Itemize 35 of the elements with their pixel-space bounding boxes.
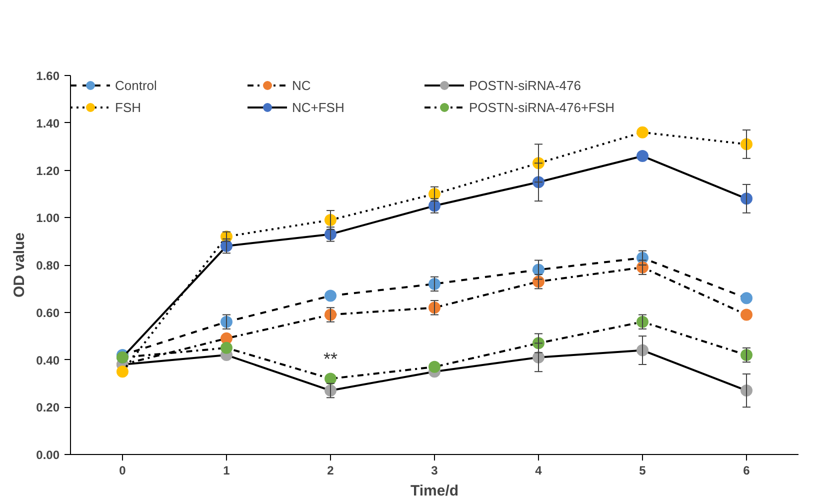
legend-label: POSTN-siRNA-476 (469, 78, 582, 92)
y-tick-label: 0.80 (36, 258, 60, 272)
point (116, 366, 128, 378)
y-tick-label: 0.00 (36, 448, 60, 462)
x-tick-label: 6 (743, 464, 750, 478)
x-tick-label: 5 (639, 464, 646, 478)
point (428, 360, 440, 373)
point (636, 150, 648, 162)
point (740, 308, 752, 321)
legend-label: Control (115, 78, 158, 92)
point (324, 372, 336, 385)
y-tick-label: 0.60 (36, 306, 60, 320)
point (324, 290, 336, 302)
y-tick-label: 0.40 (36, 353, 60, 368)
x-axis-title: Time/d (410, 482, 459, 500)
legend-label: NC (292, 78, 312, 92)
legend-label: FSH (115, 100, 142, 114)
x-tick-label: 2 (327, 464, 334, 478)
point (636, 126, 648, 138)
point (220, 342, 232, 354)
x-tick-label: 4 (535, 464, 542, 478)
y-tick-label: 1.40 (36, 116, 60, 130)
annotation: ** (323, 349, 338, 370)
y-tick-label: 0.20 (36, 400, 60, 415)
x-tick-label: 3 (431, 464, 438, 478)
y-tick-label: 1.20 (36, 164, 60, 178)
point (220, 332, 232, 344)
x-tick-label: 0 (119, 464, 126, 478)
point (740, 292, 752, 304)
x-tick-label: 1 (223, 464, 230, 478)
y-tick-label: 1.00 (36, 211, 60, 226)
legend-label: POSTN-siRNA-476+FSH (469, 100, 615, 114)
legend-label: NC+FSH (292, 100, 346, 114)
y-axis-title: OD value (11, 232, 28, 298)
y-tick-label: 1.60 (36, 69, 60, 83)
